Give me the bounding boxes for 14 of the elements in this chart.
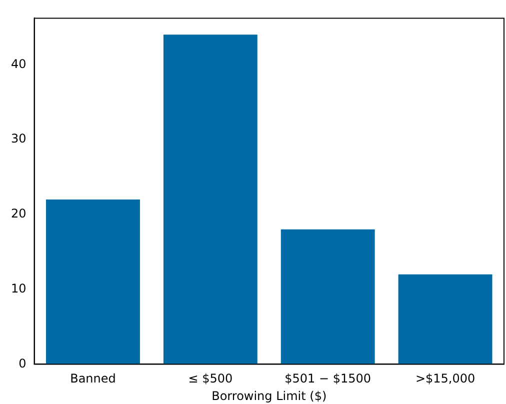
x-axis-title: Borrowing Limit ($) [212,388,327,403]
y-tick-label: 20 [10,206,26,221]
bar [46,199,140,364]
x-tick-label: >$15,000 [415,372,476,386]
x-tick-label: ≤ $500 [188,372,233,386]
bar [398,274,492,364]
x-tick-label: $501 − $1500 [284,372,372,386]
bar [280,229,375,364]
y-tick-label: 40 [10,56,26,71]
x-tick-label: Banned [70,372,116,386]
y-tick-label: 10 [10,281,26,296]
bar [163,34,258,364]
y-tick-label: 0 [18,356,26,370]
y-tick-label: 30 [10,132,26,146]
